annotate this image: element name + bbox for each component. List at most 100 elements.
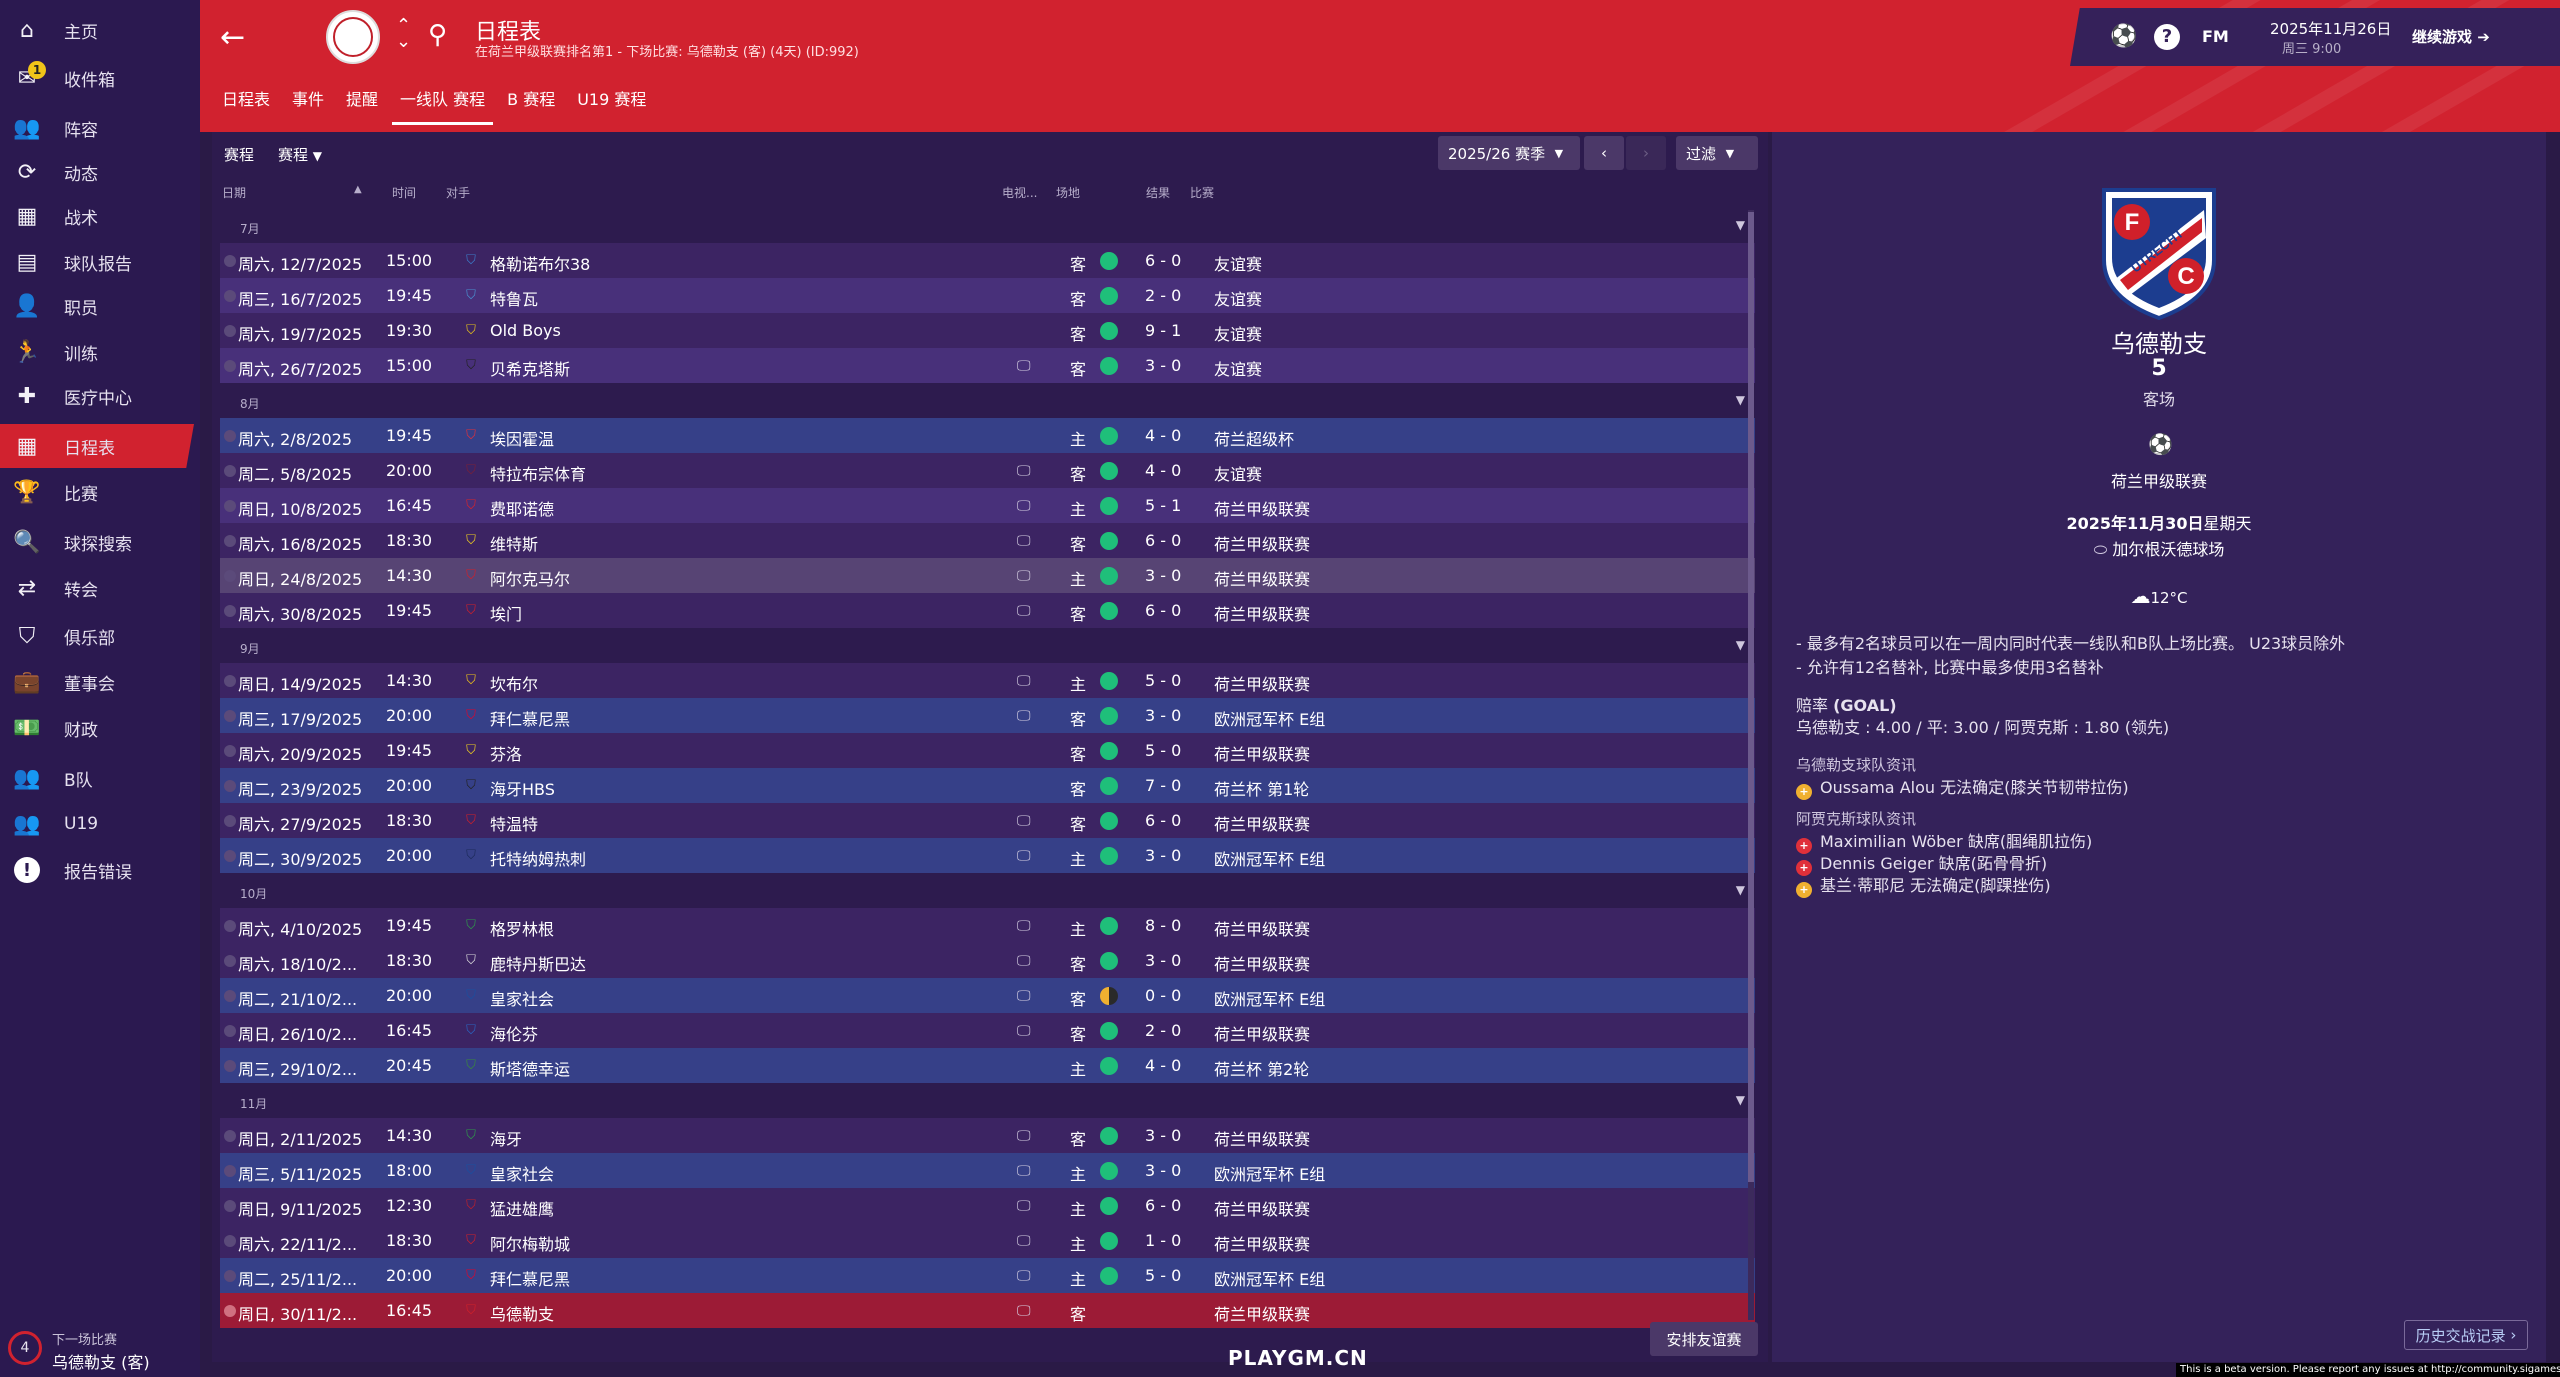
- score[interactable]: 3 - 0: [1145, 1161, 1182, 1180]
- sidebar-item-10[interactable]: 🏆 比赛: [0, 470, 200, 514]
- season-select[interactable]: 2025/26 赛季 ▼: [1438, 136, 1580, 170]
- opponent-crest-icon[interactable]: ⛉: [466, 1162, 476, 1178]
- fixture-row[interactable]: 周六, 26/7/2025 15:00 ⛉ 贝希克塔斯 🖵 客 3 - 0 友谊赛: [220, 348, 1755, 383]
- opponent-name[interactable]: 阿尔梅勒城: [490, 1235, 571, 1254]
- competition[interactable]: 荷兰甲级联赛: [1214, 1130, 1311, 1149]
- fixture-row[interactable]: 周六, 27/9/2025 18:30 ⛉ 特温特 🖵 客 6 - 0 荷兰甲级联赛: [220, 803, 1755, 838]
- opponent-crest-icon[interactable]: ⛉: [466, 602, 476, 618]
- score[interactable]: 2 - 0: [1145, 286, 1182, 305]
- row-select[interactable]: [224, 675, 236, 687]
- opponent-crest-icon[interactable]: ⛉: [466, 917, 476, 933]
- row-select[interactable]: [224, 710, 236, 722]
- filter-button[interactable]: 过滤 ▼: [1676, 136, 1758, 170]
- opponent-crest-icon[interactable]: ⛉: [466, 1197, 476, 1213]
- row-select[interactable]: [224, 990, 236, 1002]
- score[interactable]: 5 - 1: [1145, 496, 1182, 515]
- competition[interactable]: 荷兰甲级联赛: [1214, 675, 1311, 694]
- competition[interactable]: 荷兰甲级联赛: [1214, 1235, 1311, 1254]
- away-news-item[interactable]: + Maximilian Wöber 缺席(腘绳肌拉伤): [1796, 828, 2092, 854]
- opponent-crest-icon[interactable]: ⛉: [466, 322, 476, 338]
- opponent-crest-icon[interactable]: ⛉: [466, 462, 476, 478]
- score[interactable]: 6 - 0: [1145, 531, 1182, 550]
- opponent-crest[interactable]: F C UTRECHT: [2094, 180, 2224, 320]
- col-date[interactable]: 日期: [222, 186, 247, 200]
- competition[interactable]: 友谊赛: [1214, 255, 1263, 274]
- score[interactable]: 6 - 0: [1145, 811, 1182, 830]
- fixture-row[interactable]: 周六, 4/10/2025 19:45 ⛉ 格罗林根 🖵 主 8 - 0 荷兰甲级联赛: [220, 908, 1755, 943]
- opponent-name[interactable]: 埃门: [490, 605, 523, 624]
- opponent-name[interactable]: 费耶诺德: [490, 500, 555, 519]
- opponent-crest-icon[interactable]: ⛉: [466, 672, 476, 688]
- opponent-name[interactable]: 拜仁慕尼黑: [490, 710, 571, 729]
- sidebar-item-8[interactable]: ✚ 医疗中心: [0, 374, 200, 418]
- competition[interactable]: 荷兰甲级联赛: [1214, 1200, 1311, 1219]
- col-time[interactable]: 时间: [392, 186, 417, 200]
- opponent-crest-icon[interactable]: ⛉: [466, 1127, 476, 1143]
- fixture-row[interactable]: 周日, 26/10/2... 16:45 ⛉ 海伦芬 🖵 客 2 - 0 荷兰甲级联赛: [220, 1013, 1755, 1048]
- sidebar-item-15[interactable]: 💵 财政: [0, 706, 200, 750]
- row-select[interactable]: [224, 360, 236, 372]
- tab-1[interactable]: 事件: [292, 90, 325, 109]
- fixture-row[interactable]: 周日, 24/8/2025 14:30 ⛉ 阿尔克马尔 🖵 主 3 - 0 荷兰甲级联赛: [220, 558, 1755, 593]
- col-result[interactable]: 结果: [1146, 186, 1171, 200]
- fixture-row[interactable]: 周日, 14/9/2025 14:30 ⛉ 坎布尔 🖵 主 5 - 0 荷兰甲级联赛: [220, 663, 1755, 698]
- row-select[interactable]: [224, 535, 236, 547]
- competition[interactable]: 友谊赛: [1214, 325, 1263, 344]
- opponent-crest-icon[interactable]: ⛉: [466, 1267, 476, 1283]
- fixture-row[interactable]: 周二, 23/9/2025 20:00 ⛉ 海牙HBS 客 7 - 0 荷兰杯 第1轮: [220, 768, 1755, 803]
- collapse-icon[interactable]: ▼: [1735, 638, 1745, 652]
- next-match-widget[interactable]: 4 下一场比赛 乌德勒支 (客): [0, 1317, 200, 1377]
- month-header[interactable]: 7月 ▼: [220, 208, 1755, 243]
- score[interactable]: 1 - 0: [1145, 1231, 1182, 1250]
- row-select[interactable]: [224, 815, 236, 827]
- score[interactable]: 8 - 0: [1145, 916, 1182, 935]
- fixture-row[interactable]: 周六, 30/8/2025 19:45 ⛉ 埃门 🖵 客 6 - 0 荷兰甲级联赛: [220, 593, 1755, 628]
- opponent-crest-icon[interactable]: ⛉: [466, 357, 476, 373]
- fixture-row[interactable]: 周三, 29/10/2... 20:45 ⛉ 斯塔德幸运 主 4 - 0 荷兰杯 第2轮: [220, 1048, 1755, 1083]
- opponent-name[interactable]: 维特斯: [490, 535, 539, 554]
- opponent-name[interactable]: 托特纳姆热刺: [490, 850, 587, 869]
- opponent-name[interactable]: 埃因霍温: [490, 430, 555, 449]
- col-tv[interactable]: 电视...: [1002, 186, 1038, 200]
- tab-4[interactable]: B 赛程: [507, 90, 556, 109]
- score[interactable]: 6 - 0: [1145, 1196, 1182, 1215]
- opponent-name[interactable]: 斯塔德幸运: [490, 1060, 571, 1079]
- competition[interactable]: 欧洲冠军杯 E组: [1214, 990, 1326, 1009]
- row-select[interactable]: [224, 920, 236, 932]
- competition[interactable]: 荷兰甲级联赛: [1214, 920, 1311, 939]
- opponent-crest-icon[interactable]: ⛉: [466, 532, 476, 548]
- stadium[interactable]: ⬭ 加尔根沃德球场: [1772, 536, 2546, 560]
- fixture-row[interactable]: 周六, 20/9/2025 19:45 ⛉ 芬洛 客 5 - 0 荷兰甲级联赛: [220, 733, 1755, 768]
- opponent-crest-icon[interactable]: ⛉: [466, 497, 476, 513]
- score[interactable]: 5 - 0: [1145, 671, 1182, 690]
- competition[interactable]: 荷兰甲级联赛: [1214, 570, 1311, 589]
- col-venue[interactable]: 场地: [1056, 186, 1081, 200]
- tab-0[interactable]: 日程表: [222, 90, 271, 109]
- fixture-row[interactable]: 周六, 18/10/2... 18:30 ⛉ 鹿特丹斯巴达 🖵 客 3 - 0 荷兰甲级联赛: [220, 943, 1755, 978]
- opponent-crest-icon[interactable]: ⛉: [466, 742, 476, 758]
- month-header[interactable]: 8月 ▼: [220, 383, 1755, 418]
- collapse-icon[interactable]: ▼: [1735, 393, 1745, 407]
- competition[interactable]: 荷兰超级杯: [1214, 430, 1295, 449]
- fixture-row[interactable]: 周日, 10/8/2025 16:45 ⛉ 费耶诺德 🖵 主 5 - 1 荷兰甲级联赛: [220, 488, 1755, 523]
- row-select[interactable]: [224, 255, 236, 267]
- row-select[interactable]: [224, 1060, 236, 1072]
- sidebar-item-12[interactable]: ⇄ 转会: [0, 566, 200, 610]
- fixture-row[interactable]: 周六, 22/11/2... 18:30 ⛉ 阿尔梅勒城 🖵 主 1 - 0 荷兰甲级联赛: [220, 1223, 1755, 1258]
- opponent-name[interactable]: 乌德勒支: [490, 1305, 555, 1324]
- score[interactable]: 9 - 1: [1145, 321, 1182, 340]
- opponent-name[interactable]: 贝希克塔斯: [490, 360, 571, 379]
- row-select[interactable]: [224, 850, 236, 862]
- row-select[interactable]: [224, 780, 236, 792]
- help-icon[interactable]: ?: [2154, 24, 2180, 50]
- sort-ascending-icon[interactable]: ▲: [354, 184, 362, 195]
- score[interactable]: 4 - 0: [1145, 461, 1182, 480]
- fixture-row[interactable]: 周六, 16/8/2025 18:30 ⛉ 维特斯 🖵 客 6 - 0 荷兰甲级联赛: [220, 523, 1755, 558]
- fixture-row[interactable]: 周六, 19/7/2025 19:30 ⛉ Old Boys 客 9 - 1 友谊赛: [220, 313, 1755, 348]
- col-competition[interactable]: 比赛: [1190, 186, 1215, 200]
- competition[interactable]: 友谊赛: [1214, 290, 1263, 309]
- opponent-name[interactable]: 猛进雄鹰: [490, 1200, 555, 1219]
- row-select[interactable]: [224, 1305, 236, 1317]
- sidebar-item-7[interactable]: 🏃 训练: [0, 330, 200, 374]
- fixtures-select[interactable]: 赛程 ▼: [278, 144, 322, 165]
